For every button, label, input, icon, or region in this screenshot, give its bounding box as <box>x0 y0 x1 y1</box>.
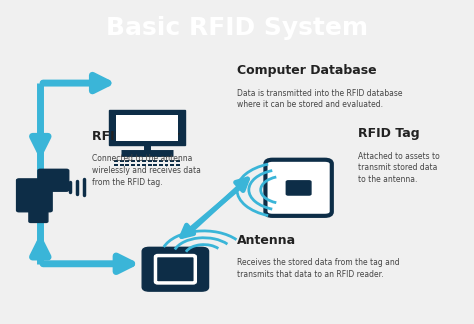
FancyBboxPatch shape <box>29 206 48 223</box>
FancyBboxPatch shape <box>164 164 168 166</box>
FancyBboxPatch shape <box>126 164 129 166</box>
FancyBboxPatch shape <box>265 160 332 216</box>
FancyBboxPatch shape <box>170 160 174 162</box>
FancyBboxPatch shape <box>137 164 140 166</box>
FancyBboxPatch shape <box>176 164 180 166</box>
FancyBboxPatch shape <box>142 164 146 166</box>
FancyBboxPatch shape <box>154 164 157 166</box>
Text: Connected to the antenna
wirelessly and receives data
from the RFID tag.: Connected to the antenna wirelessly and … <box>92 154 201 187</box>
Text: RFID Tag: RFID Tag <box>358 127 419 140</box>
FancyBboxPatch shape <box>164 160 168 162</box>
FancyBboxPatch shape <box>148 160 152 162</box>
Text: Data is transmitted into the RFID database
where it can be stored and evaluated.: Data is transmitted into the RFID databa… <box>237 88 402 109</box>
FancyBboxPatch shape <box>114 164 118 166</box>
FancyBboxPatch shape <box>114 160 118 162</box>
FancyBboxPatch shape <box>137 160 140 162</box>
Text: RFID Reader: RFID Reader <box>92 130 180 143</box>
FancyBboxPatch shape <box>148 164 152 166</box>
FancyBboxPatch shape <box>131 160 135 162</box>
FancyBboxPatch shape <box>109 110 185 145</box>
FancyBboxPatch shape <box>286 181 311 195</box>
FancyBboxPatch shape <box>154 160 157 162</box>
FancyBboxPatch shape <box>120 160 124 162</box>
Text: Receives the stored data from the tag and
transmits that data to an RFID reader.: Receives the stored data from the tag an… <box>237 258 400 279</box>
FancyBboxPatch shape <box>131 164 135 166</box>
FancyBboxPatch shape <box>142 247 209 291</box>
FancyBboxPatch shape <box>155 256 195 283</box>
FancyBboxPatch shape <box>38 169 69 191</box>
Text: Antenna: Antenna <box>237 234 296 247</box>
Text: Computer Database: Computer Database <box>237 64 377 77</box>
FancyBboxPatch shape <box>159 160 163 162</box>
FancyBboxPatch shape <box>17 179 52 212</box>
FancyBboxPatch shape <box>159 164 163 166</box>
FancyBboxPatch shape <box>176 160 180 162</box>
FancyBboxPatch shape <box>126 160 129 162</box>
FancyBboxPatch shape <box>116 115 178 141</box>
Text: Basic RFID System: Basic RFID System <box>106 16 368 40</box>
FancyBboxPatch shape <box>142 160 146 162</box>
FancyBboxPatch shape <box>170 164 174 166</box>
Text: Attached to assets to
transmit stored data
to the antenna.: Attached to assets to transmit stored da… <box>358 152 439 184</box>
FancyBboxPatch shape <box>120 164 124 166</box>
